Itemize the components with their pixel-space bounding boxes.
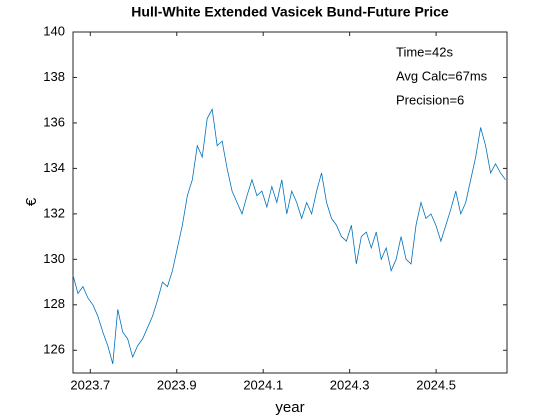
annotation: Time=42s	[396, 44, 453, 59]
y-tick-label: 134	[43, 160, 65, 175]
y-tick-label: 130	[43, 251, 65, 266]
x-tick-label: 2023.7	[70, 377, 110, 392]
y-tick-label: 126	[43, 342, 65, 357]
y-tick-label: 128	[43, 296, 65, 311]
y-tick-label: 136	[43, 114, 65, 129]
x-tick-label: 2023.9	[157, 377, 197, 392]
y-tick-label: 140	[43, 23, 65, 38]
chart-title: Hull-White Extended Vasicek Bund-Future …	[131, 4, 449, 20]
x-tick-label: 2024.3	[330, 377, 370, 392]
x-tick-label: 2024.5	[416, 377, 456, 392]
price-line	[72, 108, 506, 365]
y-axis-label: €	[23, 197, 40, 206]
x-axis-label: year	[275, 399, 304, 416]
plot-area	[72, 31, 508, 374]
y-tick-label: 138	[43, 69, 65, 84]
annotation: Precision=6	[396, 92, 464, 107]
x-tick-label: 2024.1	[243, 377, 283, 392]
annotation: Avg Calc=67ms	[396, 68, 488, 83]
y-tick-label: 132	[43, 205, 65, 220]
